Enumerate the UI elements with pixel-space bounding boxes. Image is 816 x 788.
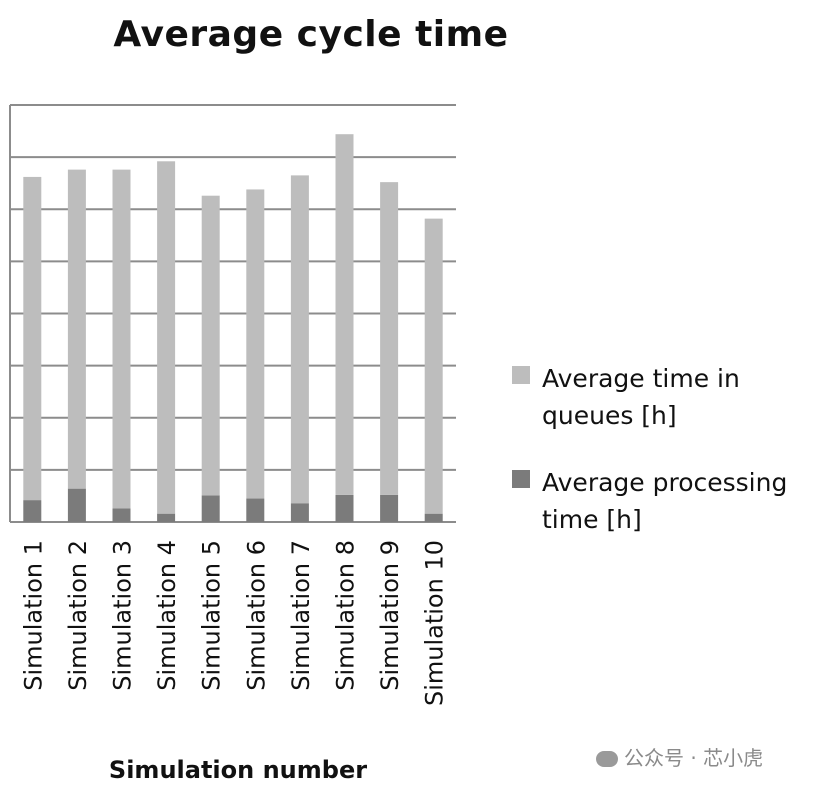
- legend-label-processing-line2: time [h]: [542, 505, 642, 534]
- chart-title: Average cycle time: [113, 14, 509, 55]
- x-tick-label: Simulation 2: [64, 540, 92, 691]
- bar-queues-1: [23, 176, 42, 501]
- x-tick-label: Simulation 5: [198, 540, 226, 691]
- bar-queues-5: [201, 195, 220, 496]
- legend-swatch-queues: [512, 366, 530, 384]
- bar-queues-8: [335, 134, 354, 495]
- bar-queues-10: [424, 218, 443, 514]
- bar-processing-8: [335, 494, 354, 522]
- bar-queues-4: [157, 161, 176, 514]
- x-tick-label: Simulation 9: [376, 540, 404, 691]
- legend-item-queues: Average time in queues [h]: [512, 360, 787, 434]
- bar-processing-7: [290, 503, 309, 522]
- bar-queues-3: [112, 169, 131, 509]
- wechat-icon: [596, 751, 618, 767]
- x-axis-label: Simulation number: [108, 756, 368, 784]
- legend-label-queues-line1: Average time in: [542, 364, 740, 393]
- watermark: 公众号 · 芯小虎: [596, 742, 763, 771]
- watermark-text: 公众号 · 芯小虎: [624, 746, 764, 770]
- x-tick-label: Simulation 6: [242, 540, 270, 691]
- x-tick-labels: Simulation 1 Simulation 2 Simulation 3 Simu…: [19, 540, 448, 706]
- bar-queues-7: [290, 175, 309, 504]
- bar-processing-4: [157, 513, 176, 522]
- x-tick-label: Simulation 8: [332, 540, 360, 691]
- bar-processing-5: [201, 495, 220, 522]
- bar-processing-3: [112, 508, 131, 522]
- legend-label-processing-line1: Average processing: [542, 468, 788, 497]
- bar-processing-9: [380, 494, 399, 522]
- x-tick-label: Simulation 10: [421, 540, 449, 706]
- legend-label-queues-line2: queues [h]: [542, 401, 677, 430]
- bar-processing-6: [246, 498, 265, 522]
- legend-swatch-processing: [512, 470, 530, 488]
- bar-processing-1: [23, 500, 42, 522]
- x-tick-label: Simulation 7: [287, 540, 315, 691]
- x-tick-label: Simulation 3: [109, 540, 137, 691]
- bars: [23, 134, 443, 522]
- x-tick-label: Simulation 1: [19, 540, 47, 691]
- bar-queues-9: [380, 182, 399, 495]
- bar-processing-10: [424, 513, 443, 522]
- x-tick-label: Simulation 4: [153, 540, 181, 691]
- bar-queues-6: [246, 189, 265, 499]
- legend: Average time in queues [h] Average proce…: [512, 360, 787, 538]
- legend-item-processing: Average processing time [h]: [512, 464, 787, 538]
- bar-processing-2: [67, 488, 86, 522]
- bar-queues-2: [67, 169, 86, 489]
